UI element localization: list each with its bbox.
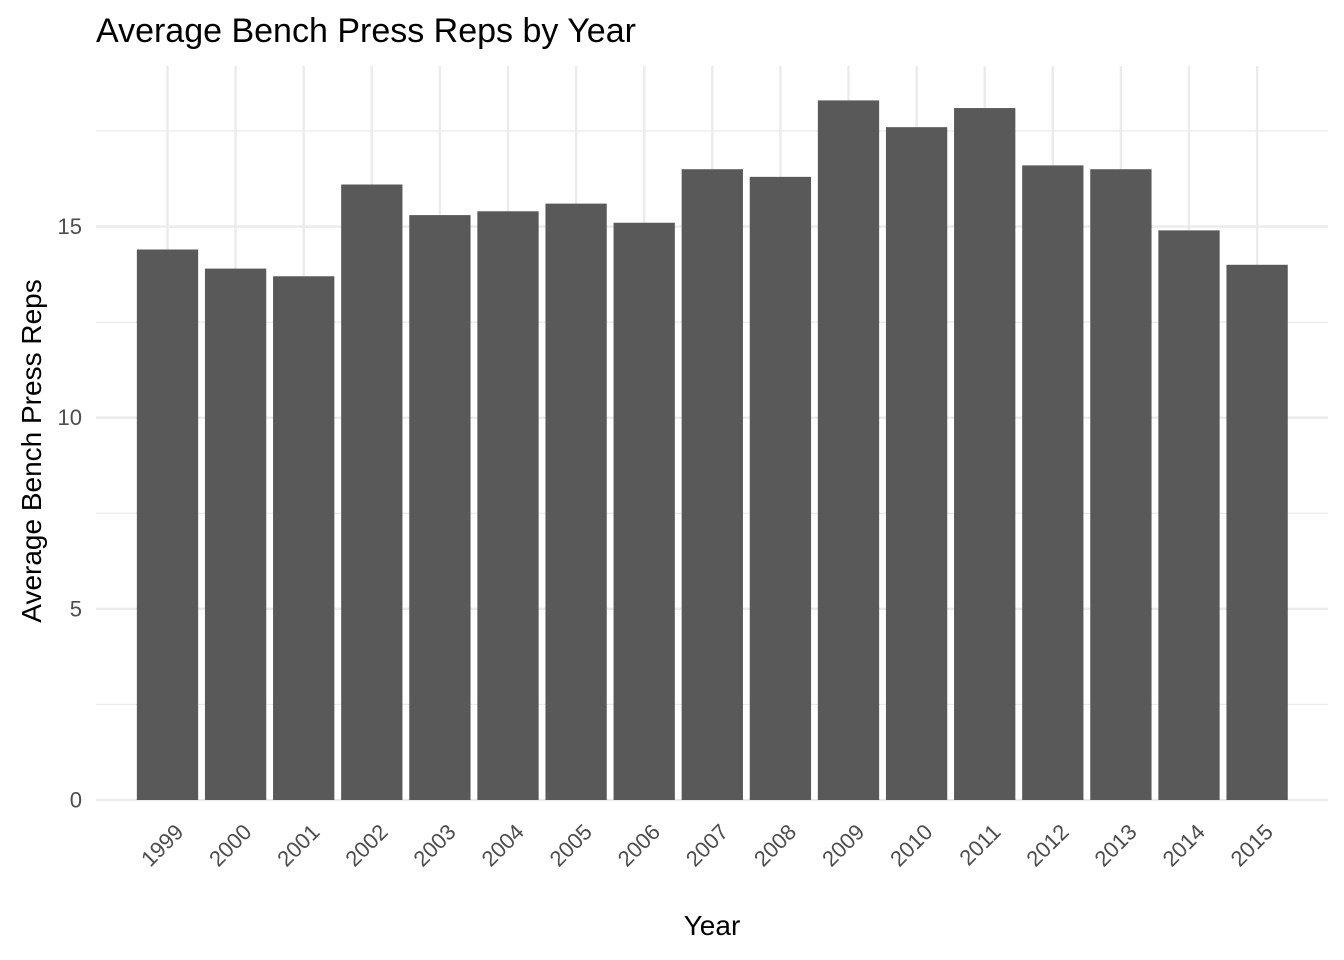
bar-2015: [1226, 264, 1288, 801]
x-tick-label: 2000: [204, 819, 256, 871]
x-tick-label: 2001: [272, 819, 324, 871]
x-tick-label: 2014: [1158, 819, 1210, 871]
bar-2003: [409, 215, 471, 800]
x-tick-label: 2004: [477, 819, 529, 871]
bar-2002: [341, 184, 403, 800]
bar-2006: [613, 222, 675, 801]
y-tick-label: 0: [70, 788, 82, 813]
x-tick-label: 2013: [1089, 819, 1141, 871]
y-tick-label: 5: [70, 596, 82, 621]
x-tick-label: 2002: [340, 819, 392, 871]
bar-2001: [273, 276, 335, 801]
bar-1999: [136, 249, 199, 800]
bar-2014: [1158, 230, 1220, 800]
y-tick-label: 15: [58, 214, 82, 239]
x-tick-label: 2003: [408, 819, 460, 871]
bar-2012: [1022, 165, 1084, 801]
bar-2005: [545, 203, 607, 800]
x-tick-label: 2007: [681, 819, 733, 871]
x-tick-label: 2010: [885, 819, 937, 871]
bar-2009: [817, 100, 880, 800]
x-tick-label: 2008: [749, 819, 801, 871]
x-tick-label: 2011: [954, 819, 1005, 870]
bar-2007: [681, 169, 743, 800]
bar-2008: [749, 176, 812, 801]
y-axis-title: Average Bench Press Reps: [16, 279, 47, 623]
x-tick-label: 1999: [136, 819, 188, 871]
x-tick-label: 2006: [613, 819, 665, 871]
bar-2011: [954, 108, 1016, 801]
x-tick-label: 2009: [817, 819, 869, 871]
x-tick-label: 2005: [545, 819, 597, 871]
bar-2010: [885, 127, 948, 800]
bar-2000: [204, 268, 267, 800]
y-tick-labels: 0 5 10 15: [58, 214, 82, 812]
x-tick-labels: 1999 2000 2001 2002 2003 2004 2005 2006 2007 2008…: [136, 819, 1278, 871]
bars: [136, 100, 1288, 801]
x-axis-title: Year: [683, 910, 741, 941]
x-tick-label: 2015: [1226, 819, 1278, 871]
y-tick-label: 10: [58, 405, 82, 430]
bar-2013: [1090, 169, 1152, 800]
chart-title: Average Bench Press Reps by Year: [96, 12, 636, 50]
bar-2004: [477, 211, 539, 801]
x-tick-label: 2012: [1021, 819, 1073, 871]
